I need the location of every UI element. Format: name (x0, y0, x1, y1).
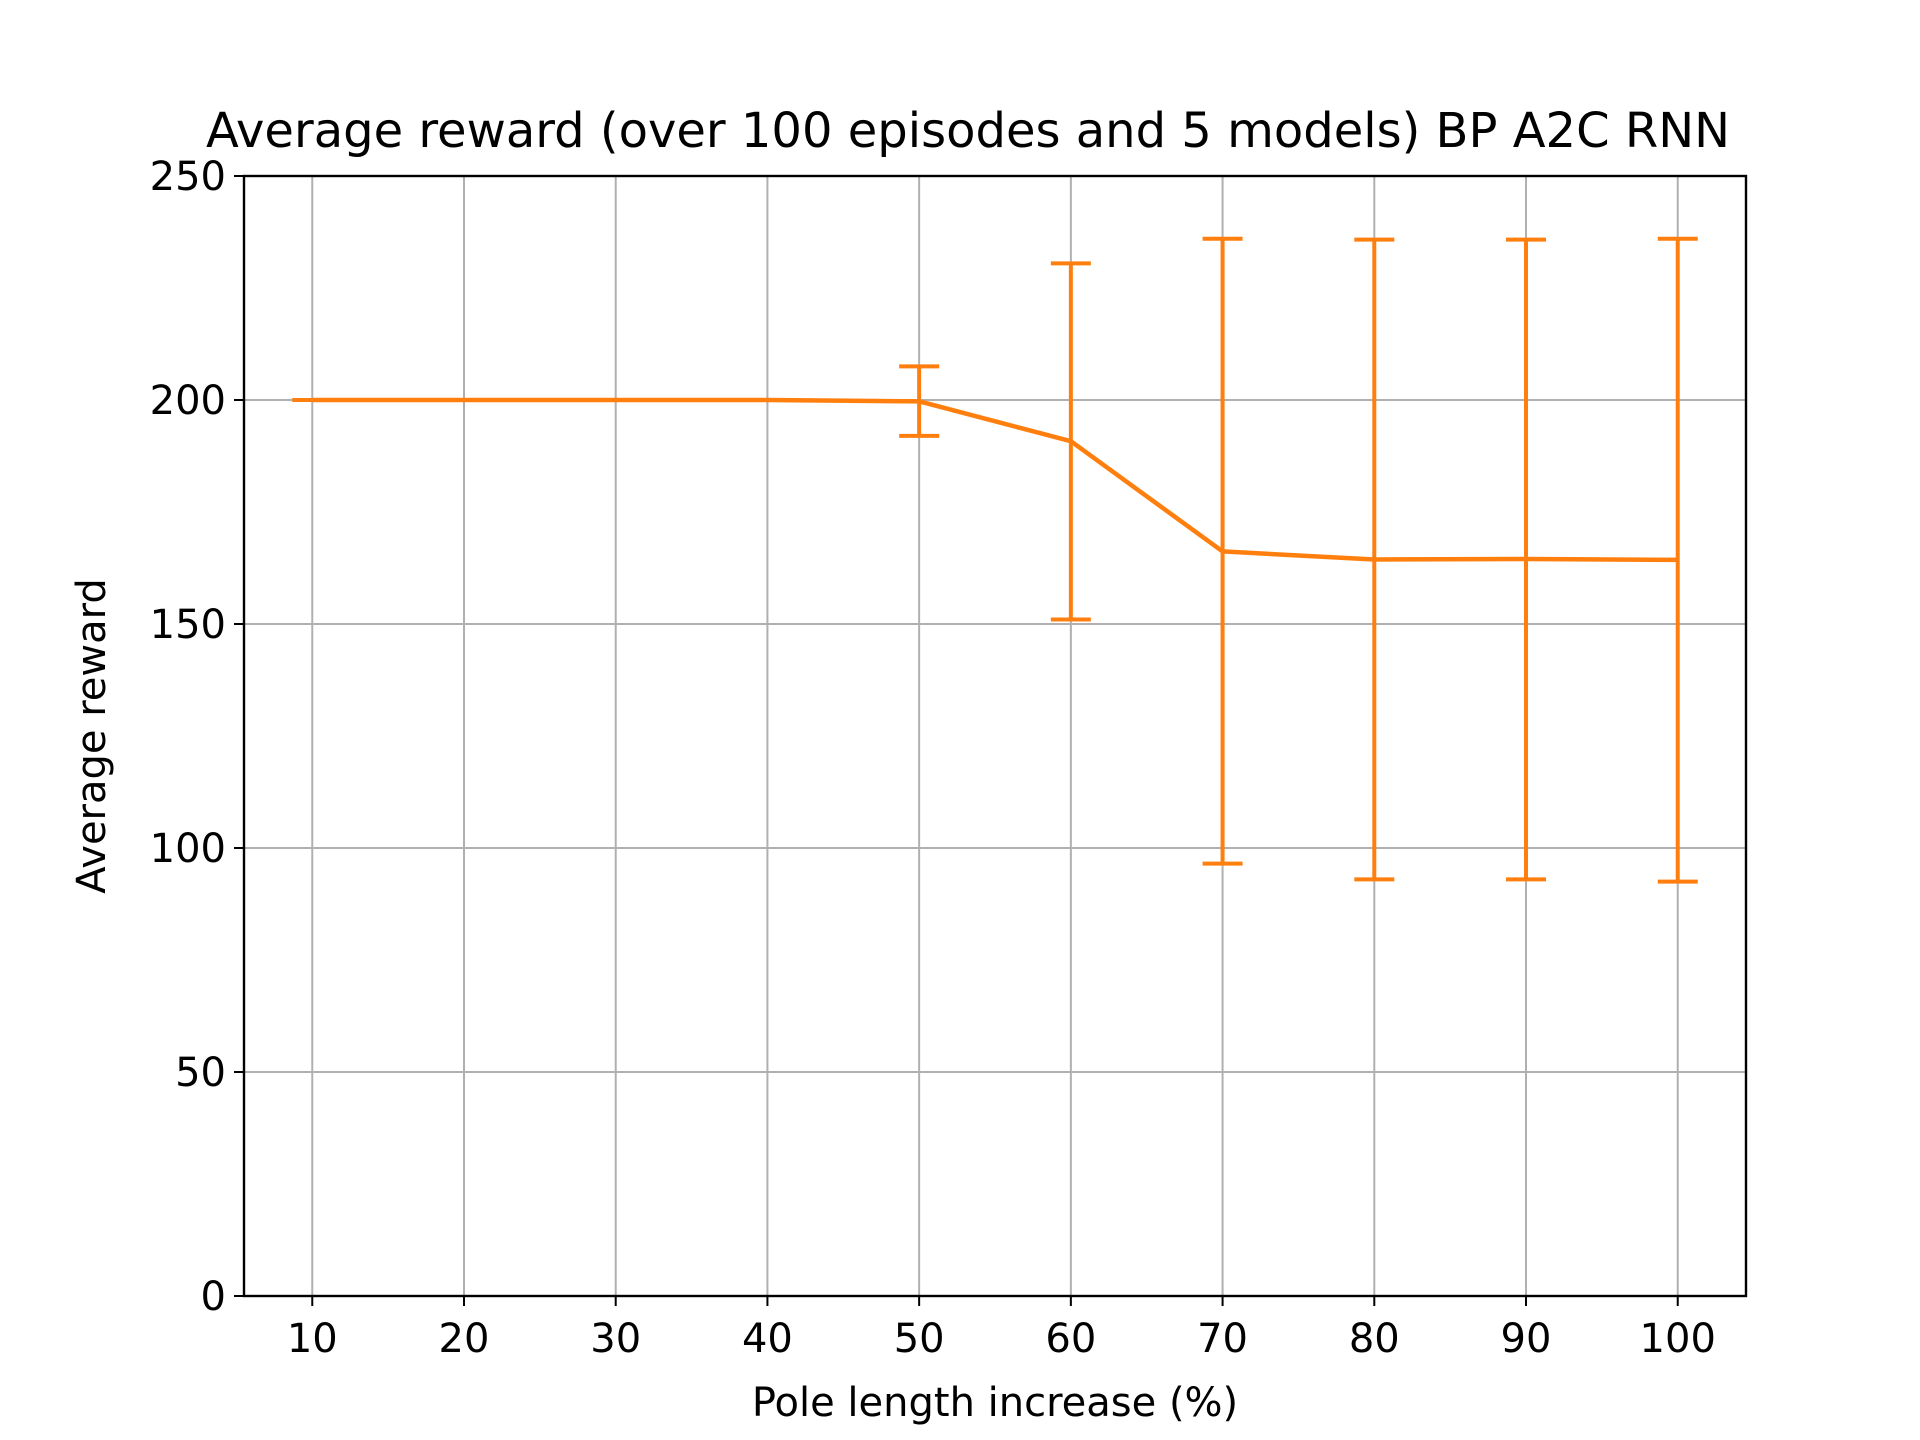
x-tick-label: 100 (1640, 1316, 1716, 1362)
x-axis: 10 20 30 40 50 60 70 80 90 100 (287, 1296, 1716, 1362)
x-axis-label: Pole length increase (%) (752, 1380, 1238, 1426)
series-group (292, 236, 1698, 884)
x-tick-label: 60 (1045, 1316, 1096, 1362)
y-tick-label: 250 (150, 154, 226, 200)
series-line (312, 397, 1678, 563)
x-tick-label: 20 (439, 1316, 490, 1362)
y-tick-label: 100 (150, 826, 226, 872)
x-tick-label: 80 (1349, 1316, 1400, 1362)
y-axis: 0 50 100 150 200 250 (150, 154, 244, 1320)
y-tick-label: 200 (150, 378, 226, 424)
x-tick-label: 50 (894, 1316, 945, 1362)
y-tick-label: 50 (175, 1050, 226, 1096)
y-tick-label: 150 (150, 602, 226, 648)
x-tick-label: 10 (287, 1316, 338, 1362)
y-tick-label: 0 (201, 1274, 226, 1320)
x-tick-label: 70 (1197, 1316, 1248, 1362)
x-tick-label: 90 (1501, 1316, 1552, 1362)
chart-title: Average reward (over 100 episodes and 5 … (206, 103, 1730, 159)
x-tick-label: 30 (590, 1316, 641, 1362)
y-axis-label: Average reward (69, 578, 115, 894)
x-tick-label: 40 (742, 1316, 793, 1362)
grid (244, 175, 1746, 1297)
plot-frame (242, 174, 1748, 1298)
